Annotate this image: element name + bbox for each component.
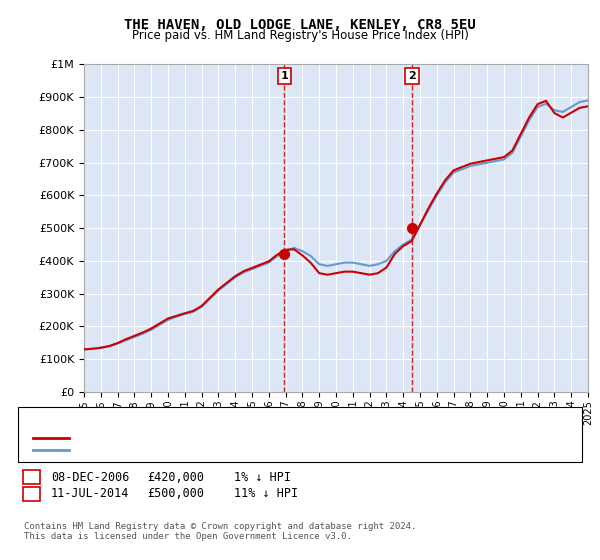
Text: 11% ↓ HPI: 11% ↓ HPI: [234, 487, 298, 501]
Text: HPI: Average price, detached house, Croydon: HPI: Average price, detached house, Croy…: [75, 445, 344, 455]
Text: £420,000: £420,000: [147, 470, 204, 484]
Text: THE HAVEN, OLD LODGE LANE, KENLEY, CR8 5EU: THE HAVEN, OLD LODGE LANE, KENLEY, CR8 5…: [124, 18, 476, 32]
Text: 2: 2: [408, 71, 416, 81]
Text: 11-JUL-2014: 11-JUL-2014: [51, 487, 130, 501]
Text: Price paid vs. HM Land Registry's House Price Index (HPI): Price paid vs. HM Land Registry's House …: [131, 29, 469, 42]
Text: THE HAVEN, OLD LODGE LANE, KENLEY, CR8 5EU (detached house): THE HAVEN, OLD LODGE LANE, KENLEY, CR8 5…: [75, 433, 444, 443]
Text: 1: 1: [280, 71, 288, 81]
Text: 1: 1: [28, 470, 35, 484]
Text: 08-DEC-2006: 08-DEC-2006: [51, 470, 130, 484]
Text: 1% ↓ HPI: 1% ↓ HPI: [234, 470, 291, 484]
Text: Contains HM Land Registry data © Crown copyright and database right 2024.
This d: Contains HM Land Registry data © Crown c…: [24, 522, 416, 542]
Text: £500,000: £500,000: [147, 487, 204, 501]
Text: 2: 2: [28, 487, 35, 501]
